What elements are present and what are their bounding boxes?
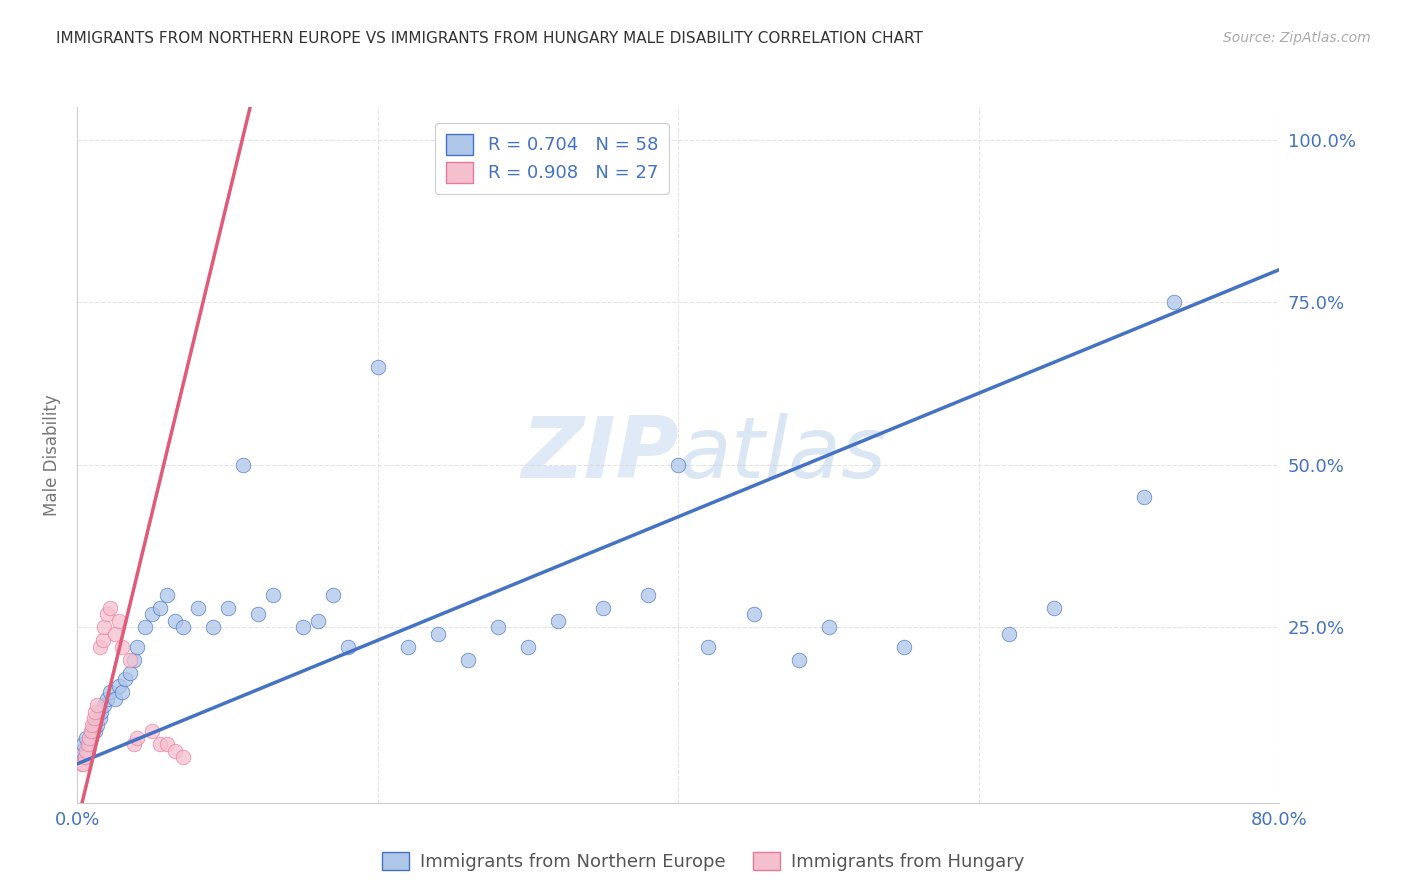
- Point: [75, 731, 97, 745]
- Point: [246, 607, 269, 622]
- Point: [817, 620, 839, 634]
- Point: [82, 718, 104, 732]
- Point: [156, 588, 179, 602]
- Point: [998, 626, 1021, 640]
- Point: [232, 458, 254, 472]
- Point: [367, 360, 389, 375]
- Point: [187, 600, 209, 615]
- Point: [111, 640, 134, 654]
- Point: [75, 744, 97, 758]
- Point: [108, 679, 131, 693]
- Point: [76, 737, 98, 751]
- Point: [668, 458, 690, 472]
- Point: [100, 685, 122, 699]
- Point: [80, 731, 103, 745]
- Point: [114, 672, 136, 686]
- Point: [86, 698, 108, 713]
- Point: [70, 744, 93, 758]
- Point: [127, 731, 149, 745]
- Point: [517, 640, 540, 654]
- Point: [93, 698, 115, 713]
- Point: [108, 614, 131, 628]
- Point: [118, 653, 141, 667]
- Point: [396, 640, 419, 654]
- Point: [141, 724, 163, 739]
- Point: [427, 626, 450, 640]
- Point: [547, 614, 569, 628]
- Point: [76, 744, 98, 758]
- Point: [172, 620, 194, 634]
- Point: [1163, 295, 1185, 310]
- Point: [163, 614, 186, 628]
- Point: [72, 756, 94, 771]
- Point: [127, 640, 149, 654]
- Point: [322, 588, 344, 602]
- Point: [70, 756, 93, 771]
- Point: [91, 633, 114, 648]
- Point: [336, 640, 359, 654]
- Text: Source: ZipAtlas.com: Source: ZipAtlas.com: [1223, 31, 1371, 45]
- Point: [80, 724, 103, 739]
- Point: [787, 653, 810, 667]
- Point: [73, 750, 96, 764]
- Point: [79, 737, 101, 751]
- Point: [83, 711, 105, 725]
- Point: [90, 705, 112, 719]
- Point: [72, 737, 94, 751]
- Text: IMMIGRANTS FROM NORTHERN EUROPE VS IMMIGRANTS FROM HUNGARY MALE DISABILITY CORRE: IMMIGRANTS FROM NORTHERN EUROPE VS IMMIG…: [56, 31, 924, 46]
- Point: [893, 640, 915, 654]
- Point: [89, 640, 111, 654]
- Point: [592, 600, 614, 615]
- Point: [82, 724, 104, 739]
- Point: [141, 607, 163, 622]
- Point: [217, 600, 239, 615]
- Point: [457, 653, 479, 667]
- Point: [84, 724, 107, 739]
- Point: [172, 750, 194, 764]
- Y-axis label: Male Disability: Male Disability: [44, 394, 62, 516]
- Point: [84, 705, 107, 719]
- Point: [96, 691, 118, 706]
- Point: [637, 588, 659, 602]
- Point: [163, 744, 186, 758]
- Point: [73, 750, 96, 764]
- Point: [96, 607, 118, 622]
- Point: [149, 600, 172, 615]
- Text: atlas: atlas: [679, 413, 886, 497]
- Point: [1133, 490, 1156, 504]
- Legend: Immigrants from Northern Europe, Immigrants from Hungary: Immigrants from Northern Europe, Immigra…: [375, 845, 1031, 879]
- Point: [156, 737, 179, 751]
- Point: [118, 665, 141, 680]
- Point: [89, 711, 111, 725]
- Point: [149, 737, 172, 751]
- Point: [124, 653, 146, 667]
- Point: [100, 600, 122, 615]
- Point: [742, 607, 765, 622]
- Point: [486, 620, 509, 634]
- Point: [83, 718, 105, 732]
- Point: [79, 731, 101, 745]
- Point: [201, 620, 224, 634]
- Point: [307, 614, 329, 628]
- Point: [86, 718, 108, 732]
- Point: [697, 640, 720, 654]
- Point: [104, 691, 127, 706]
- Point: [111, 685, 134, 699]
- Point: [262, 588, 284, 602]
- Point: [93, 620, 115, 634]
- Text: ZIP: ZIP: [520, 413, 679, 497]
- Point: [1043, 600, 1066, 615]
- Point: [134, 620, 156, 634]
- Point: [291, 620, 314, 634]
- Point: [124, 737, 146, 751]
- Legend: R = 0.704   N = 58, R = 0.908   N = 27: R = 0.704 N = 58, R = 0.908 N = 27: [436, 123, 669, 194]
- Point: [104, 626, 127, 640]
